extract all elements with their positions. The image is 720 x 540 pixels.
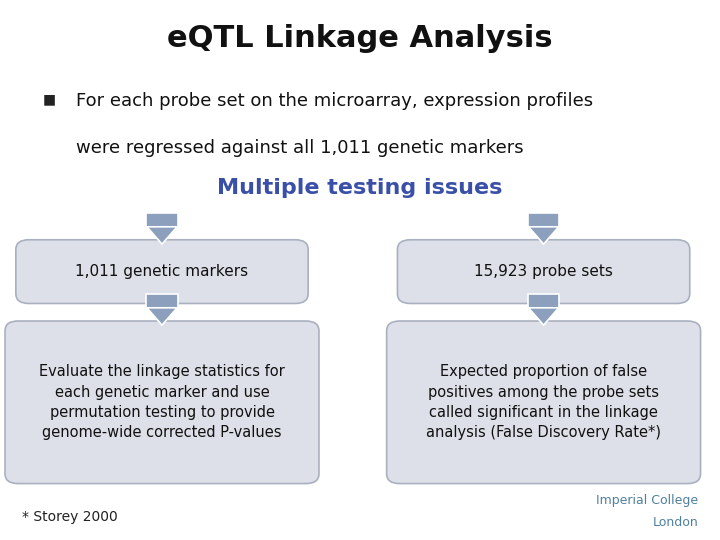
Text: ■: ■ xyxy=(43,92,56,106)
FancyBboxPatch shape xyxy=(397,240,690,303)
FancyBboxPatch shape xyxy=(5,321,319,484)
Text: Multiple testing issues: Multiple testing issues xyxy=(217,178,503,198)
Text: Evaluate the linkage statistics for
each genetic marker and use
permutation test: Evaluate the linkage statistics for each… xyxy=(39,364,285,441)
Polygon shape xyxy=(528,294,559,308)
Polygon shape xyxy=(146,294,178,308)
FancyBboxPatch shape xyxy=(387,321,701,484)
Text: For each probe set on the microarray, expression profiles: For each probe set on the microarray, ex… xyxy=(76,92,593,110)
Text: eQTL Linkage Analysis: eQTL Linkage Analysis xyxy=(167,24,553,53)
Polygon shape xyxy=(147,308,177,325)
Text: London: London xyxy=(652,516,698,529)
Polygon shape xyxy=(528,308,559,325)
Polygon shape xyxy=(146,213,178,227)
Text: 15,923 probe sets: 15,923 probe sets xyxy=(474,264,613,279)
Polygon shape xyxy=(528,227,559,244)
Polygon shape xyxy=(147,227,177,244)
Text: 1,011 genetic markers: 1,011 genetic markers xyxy=(76,264,248,279)
Text: Imperial College: Imperial College xyxy=(596,494,698,507)
FancyBboxPatch shape xyxy=(16,240,308,303)
Text: were regressed against all 1,011 genetic markers: were regressed against all 1,011 genetic… xyxy=(76,139,523,157)
Text: * Storey 2000: * Storey 2000 xyxy=(22,510,117,524)
Polygon shape xyxy=(528,213,559,227)
Text: Expected proportion of false
positives among the probe sets
called significant i: Expected proportion of false positives a… xyxy=(426,364,661,441)
